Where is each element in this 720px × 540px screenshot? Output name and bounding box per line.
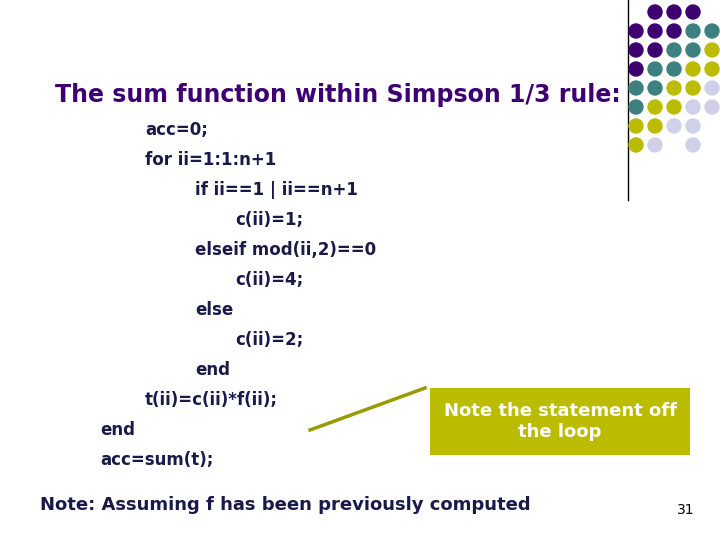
Circle shape <box>705 81 719 95</box>
Circle shape <box>629 100 643 114</box>
Circle shape <box>667 81 681 95</box>
Circle shape <box>667 5 681 19</box>
Circle shape <box>686 138 700 152</box>
Text: else: else <box>195 301 233 319</box>
Circle shape <box>686 62 700 76</box>
Text: c(ii)=4;: c(ii)=4; <box>235 271 303 289</box>
Circle shape <box>667 43 681 57</box>
Circle shape <box>648 5 662 19</box>
Circle shape <box>648 119 662 133</box>
Text: elseif mod(ii,2)==0: elseif mod(ii,2)==0 <box>195 241 376 259</box>
Text: The sum function within Simpson 1/3 rule:: The sum function within Simpson 1/3 rule… <box>55 83 621 107</box>
Circle shape <box>648 24 662 38</box>
Text: Note: Assuming f has been previously computed: Note: Assuming f has been previously com… <box>40 496 531 514</box>
Circle shape <box>686 100 700 114</box>
Circle shape <box>667 100 681 114</box>
Text: 31: 31 <box>678 503 695 517</box>
Circle shape <box>648 62 662 76</box>
Text: c(ii)=1;: c(ii)=1; <box>235 211 303 229</box>
Text: end: end <box>195 361 230 379</box>
Text: if ii==1 | ii==n+1: if ii==1 | ii==n+1 <box>195 181 358 199</box>
Circle shape <box>648 138 662 152</box>
Text: Note the statement off
the loop: Note the statement off the loop <box>444 402 677 441</box>
Circle shape <box>648 81 662 95</box>
Circle shape <box>629 24 643 38</box>
Circle shape <box>705 24 719 38</box>
Circle shape <box>629 81 643 95</box>
Circle shape <box>629 119 643 133</box>
Circle shape <box>667 119 681 133</box>
Circle shape <box>686 119 700 133</box>
Circle shape <box>629 62 643 76</box>
Bar <box>430 388 690 455</box>
Circle shape <box>686 43 700 57</box>
Circle shape <box>667 62 681 76</box>
Circle shape <box>648 43 662 57</box>
Circle shape <box>705 100 719 114</box>
Circle shape <box>629 43 643 57</box>
Text: end: end <box>100 421 135 439</box>
Circle shape <box>705 62 719 76</box>
Circle shape <box>686 81 700 95</box>
Text: c(ii)=2;: c(ii)=2; <box>235 331 303 349</box>
Circle shape <box>629 138 643 152</box>
Text: t(ii)=c(ii)*f(ii);: t(ii)=c(ii)*f(ii); <box>145 391 278 409</box>
Circle shape <box>648 100 662 114</box>
Text: acc=0;: acc=0; <box>145 121 208 139</box>
Circle shape <box>686 24 700 38</box>
Circle shape <box>667 24 681 38</box>
Circle shape <box>686 5 700 19</box>
Text: for ii=1:1:n+1: for ii=1:1:n+1 <box>145 151 276 169</box>
Circle shape <box>705 43 719 57</box>
Text: acc=sum(t);: acc=sum(t); <box>100 451 213 469</box>
